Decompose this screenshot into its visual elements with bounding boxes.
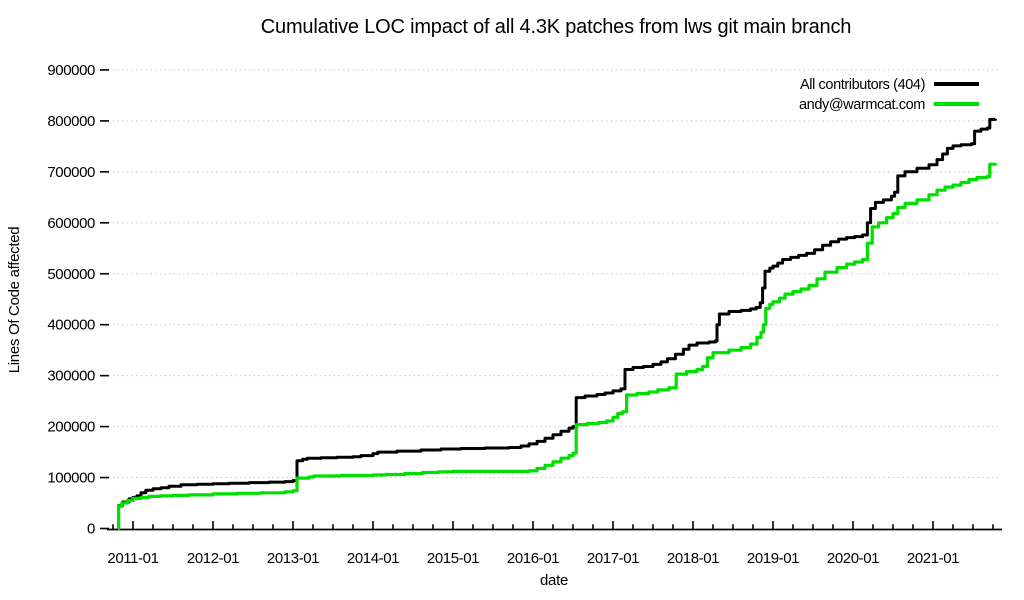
series-group xyxy=(117,117,997,531)
y-tick-label: 100000 xyxy=(47,470,95,487)
legend-label-all-contributors: All contributors (404) xyxy=(800,77,925,93)
legend-item-andy: andy@warmcat.com xyxy=(799,97,979,113)
x-tick-label: 2019-01 xyxy=(747,550,799,567)
x-axis-ticks xyxy=(112,521,994,529)
gridlines xyxy=(108,69,1000,479)
series-all-contributors-line xyxy=(117,117,997,530)
legend: All contributors (404) andy@warmcat.com xyxy=(799,77,979,113)
x-tick-label: 2013-01 xyxy=(267,550,319,567)
x-tick-label: 2012-01 xyxy=(187,550,239,567)
y-tick-label: 700000 xyxy=(47,164,95,181)
x-tick-label: 2020-01 xyxy=(827,550,879,567)
y-tick-label: 900000 xyxy=(47,62,95,79)
x-tick-label: 2016-01 xyxy=(507,550,559,567)
x-tick-label: 2021-01 xyxy=(907,550,959,567)
y-axis-ticks xyxy=(100,69,109,530)
x-axis-tick-labels: 2011-01 2012-01 2013-01 2014-01 2015-01 2016-… xyxy=(107,550,959,567)
x-axis-title: date xyxy=(540,572,568,589)
x-tick-label: 2015-01 xyxy=(427,550,479,567)
y-tick-label: 200000 xyxy=(47,419,95,436)
x-tick-label: 2017-01 xyxy=(587,550,639,567)
y-axis-title: Lines Of Code affected xyxy=(6,227,23,374)
y-tick-label: 500000 xyxy=(47,266,95,283)
y-tick-label: 300000 xyxy=(47,368,95,385)
legend-item-all-contributors: All contributors (404) xyxy=(800,77,979,93)
chart-title: Cumulative LOC impact of all 4.3K patche… xyxy=(261,16,851,38)
x-tick-label: 2011-01 xyxy=(107,550,158,567)
series-andy-warmcat-line xyxy=(117,162,997,531)
y-tick-label: 800000 xyxy=(47,113,95,130)
y-tick-label: 0 xyxy=(87,521,95,538)
y-axis-tick-labels: 0 100000 200000 300000 400000 500000 600000 700… xyxy=(47,62,95,538)
x-tick-label: 2018-01 xyxy=(667,550,719,567)
y-tick-label: 400000 xyxy=(47,317,95,334)
legend-label-andy: andy@warmcat.com xyxy=(799,97,925,113)
x-tick-label: 2014-01 xyxy=(347,550,399,567)
y-tick-label: 600000 xyxy=(47,215,95,232)
